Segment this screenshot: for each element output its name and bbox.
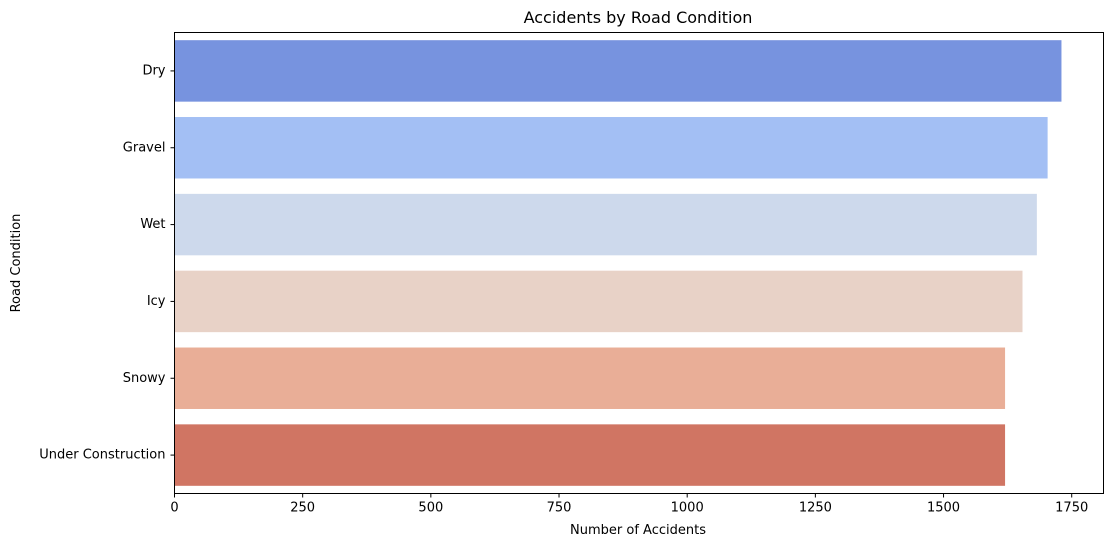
- x-axis-title: Number of Accidents: [570, 523, 706, 538]
- chart-title: Accidents by Road Condition: [524, 8, 753, 27]
- y-tick-label: Icy: [147, 294, 166, 309]
- x-tick-label: 1750: [1055, 501, 1088, 516]
- bar-dry: [174, 40, 1062, 102]
- x-tick-label: 500: [418, 501, 443, 516]
- x-tick-label: 750: [547, 501, 572, 516]
- bar-icy: [174, 270, 1023, 333]
- y-tick-label: Snowy: [123, 371, 166, 386]
- plot-frame: [174, 32, 1104, 494]
- y-axis-ticks: Dry Gravel Wet Icy Snowy Under Construction: [39, 63, 175, 463]
- y-tick-label: Gravel: [123, 140, 166, 155]
- bar-gravel: [174, 117, 1048, 179]
- y-axis-title: Road Condition: [9, 214, 24, 313]
- y-tick-label: Dry: [142, 63, 165, 78]
- bars-group: [174, 40, 1062, 486]
- x-tick-label: 250: [290, 501, 315, 516]
- x-tick-label: 1000: [671, 501, 704, 516]
- bar-wet: [174, 193, 1037, 256]
- y-tick-label: Under Construction: [39, 448, 165, 463]
- x-tick-label: 1500: [927, 501, 960, 516]
- x-tick-label: 0: [170, 501, 178, 516]
- bar-under-construction: [174, 424, 1006, 486]
- y-tick-label: Wet: [140, 217, 165, 232]
- x-tick-label: 1250: [799, 501, 832, 516]
- x-axis-ticks: 0 250 500 750 1000 1250 1500 1750: [170, 493, 1088, 516]
- bar-snowy: [174, 347, 1006, 409]
